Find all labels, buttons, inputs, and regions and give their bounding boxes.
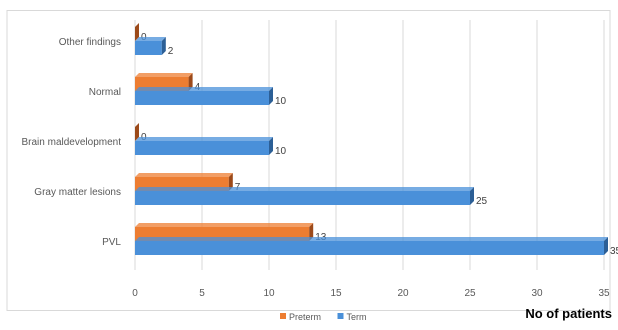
x-tick-label: 30: [531, 288, 543, 299]
x-tick-label: 5: [199, 288, 205, 299]
bar-term-brain-maldevelopment: [135, 137, 273, 155]
bar-top: [135, 237, 608, 241]
bar-face: [135, 91, 269, 105]
data-label: 35: [610, 246, 618, 257]
bar-side: [228, 173, 233, 191]
bar-term-other-findings: [135, 37, 166, 55]
x-tick-label: 10: [263, 288, 275, 299]
x-tick-label: 0: [132, 288, 138, 299]
category-label-other-findings: Other findings: [59, 37, 121, 48]
bar-side: [309, 223, 314, 241]
legend-swatch-preterm: [280, 313, 286, 319]
bar-term-gray-matter-lesions: [135, 187, 474, 205]
bar-side: [470, 187, 474, 205]
legend: Preterm Term: [280, 312, 367, 322]
bar-preterm-other-findings: [135, 23, 139, 41]
bar-side: [161, 37, 166, 55]
category-label-normal: Normal: [89, 87, 121, 98]
bar-top: [135, 173, 233, 177]
bar-top: [135, 87, 273, 91]
bar-side: [135, 123, 139, 141]
x-tick-label: 15: [330, 288, 342, 299]
data-label: 2: [168, 46, 174, 57]
x-tick-label: 25: [464, 288, 476, 299]
plot-border: [6, 10, 611, 311]
category-label-gray-matter-lesions: Gray matter lesions: [34, 187, 121, 198]
bar-side: [188, 73, 193, 91]
bar-term-normal: [135, 87, 273, 105]
bar-face: [135, 141, 269, 155]
bar-side: [604, 237, 608, 255]
x-tick-label: 35: [598, 288, 610, 299]
bar-face: [135, 41, 162, 55]
bars: 133572501041002: [135, 23, 618, 257]
bar-top: [135, 223, 314, 227]
legend-swatch-term: [337, 313, 344, 319]
legend-label-preterm: Preterm: [289, 312, 321, 322]
bar-side: [269, 137, 273, 155]
bar-top: [135, 37, 166, 41]
bar-face: [135, 241, 604, 255]
bar-top: [135, 73, 193, 77]
x-tick-labels: 0 5 10 15 20 25 30 35: [132, 288, 610, 299]
bar-side: [135, 23, 139, 41]
category-labels: PVL Gray matter lesions Brain maldevelopme…: [22, 37, 122, 248]
bar-term-pvl: [135, 237, 608, 255]
bar-face: [135, 191, 470, 205]
data-label: 10: [275, 146, 287, 157]
category-label-pvl: PVL: [102, 237, 121, 248]
x-axis-title: No of patients: [525, 306, 612, 321]
bar-preterm-brain-maldevelopment: [135, 123, 139, 141]
legend-label-term: Term: [347, 312, 367, 322]
category-label-brain-maldevelopment: Brain maldevelopment: [22, 137, 122, 148]
x-tick-label: 20: [397, 288, 409, 299]
data-label: 10: [275, 96, 287, 107]
data-label: 25: [476, 196, 488, 207]
bar-side: [269, 87, 273, 105]
bar-top: [135, 137, 273, 141]
bar-top: [135, 187, 474, 191]
